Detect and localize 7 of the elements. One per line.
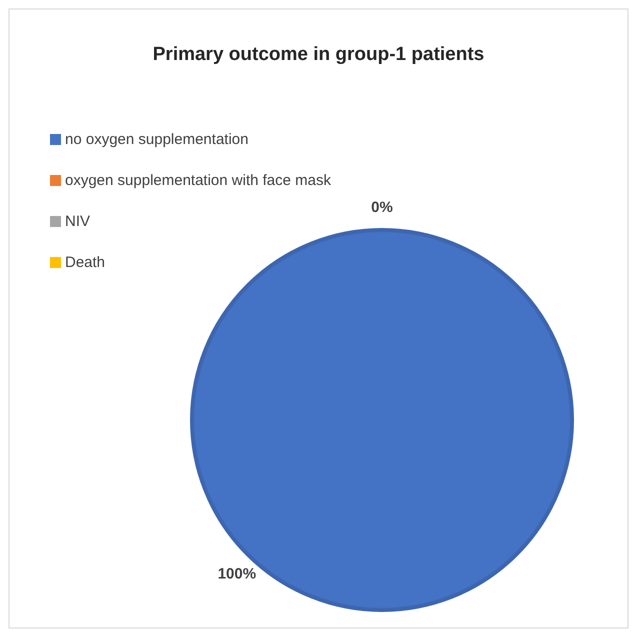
- chart-title: Primary outcome in group-1 patients: [152, 44, 484, 65]
- legend-label: oxygen supplementation with face mask: [65, 172, 332, 189]
- legend-label: NIV: [65, 212, 90, 230]
- text: 0%: [371, 198, 393, 216]
- data-label: 100%: [218, 566, 256, 583]
- legend-label: Death: [65, 254, 106, 271]
- legend-label: no oxygen supplementation: [65, 130, 248, 148]
